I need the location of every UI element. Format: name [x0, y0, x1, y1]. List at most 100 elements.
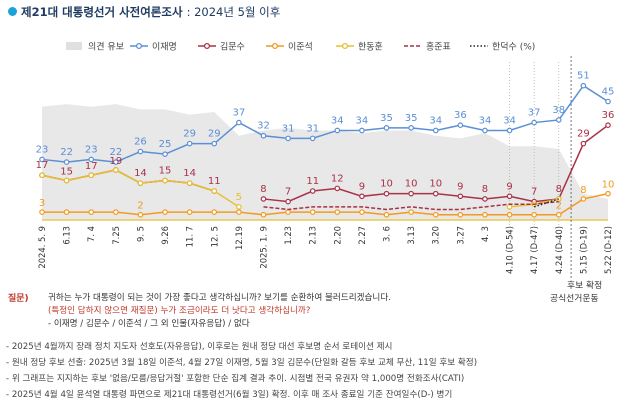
data-label-lee_jm: 31	[306, 123, 319, 134]
data-label-lee_jm: 34	[331, 115, 344, 126]
data-label-kim_ms: 10	[405, 179, 418, 190]
point-kim_ms	[482, 196, 488, 202]
x-tick-label: 3.27	[455, 226, 465, 245]
legend-label-hong_jp: 홍준표	[426, 41, 451, 53]
data-label-kim_ms: 19	[109, 156, 122, 167]
point-lee_jm	[137, 148, 144, 155]
point-lee_js	[211, 209, 218, 215]
point-kim_ms	[457, 193, 464, 200]
data-label-lee_js: 3	[39, 198, 45, 209]
point-han_dh	[63, 177, 70, 184]
data-label-lee_js: 2	[137, 201, 143, 212]
point-lee_jm	[334, 127, 341, 134]
point-lee_js	[113, 209, 119, 215]
point-lee_jm	[359, 127, 365, 134]
point-lee_jm	[285, 135, 291, 142]
data-label-kim_ms: 8	[482, 184, 488, 195]
point-kim_ms	[408, 190, 414, 197]
data-label-kim_ms: 17	[85, 161, 98, 172]
data-label-lee_jm: 26	[134, 137, 147, 148]
data-label-kim_ms: 14	[134, 168, 147, 179]
x-tick-label: 9. 5	[135, 226, 145, 242]
data-label-lee_jm: 35	[405, 113, 418, 124]
legend-label-han_ds: 한덕수 (%)	[492, 42, 535, 53]
point-lee_js	[137, 211, 144, 218]
point-lee_jm	[260, 132, 267, 139]
data-label-lee_jm: 29	[208, 129, 221, 140]
point-lee_js	[555, 211, 562, 218]
title-subtitle: : 2024년 5월 이후	[186, 5, 281, 19]
point-lee_js	[580, 196, 587, 202]
point-han_dh	[186, 180, 193, 186]
point-han_dh	[506, 204, 513, 210]
title-text: 제21대 대통령선거 사전여론조사	[21, 5, 183, 19]
x-tick-label: 9.26	[160, 226, 170, 245]
data-label-lee_jm: 51	[577, 71, 590, 82]
x-tick-label: 1.23	[283, 226, 293, 245]
data-label-kim_ms: 29	[577, 129, 590, 140]
point-han_dh	[39, 172, 45, 179]
point-lee_jm	[236, 119, 242, 126]
point-lee_js	[457, 211, 464, 218]
data-label-lee_jm: 34	[479, 115, 492, 126]
data-label-lee_jm: 37	[528, 108, 541, 119]
point-han_dh	[137, 180, 144, 186]
bullet-icon	[8, 7, 17, 16]
legend-label-lee_js: 이준석	[288, 42, 313, 53]
point-lee_jm	[186, 140, 193, 147]
point-kim_ms	[359, 193, 365, 200]
data-label-kim_ms: 7	[531, 187, 537, 198]
x-tick-label: 7.25	[111, 226, 121, 245]
question-options: - 이재명 / 김문수 / 이준석 / 그 외 인물(자유응답) / 없다	[48, 319, 250, 329]
data-label-kim_ms: 9	[359, 181, 365, 192]
point-lee_js	[236, 209, 242, 215]
data-label-kim_ms: 11	[306, 176, 319, 187]
point-lee_js	[605, 190, 611, 197]
point-lee_js	[359, 209, 365, 215]
data-label-kim_ms: 17	[36, 160, 49, 171]
x-tick-label: 11. 7	[185, 226, 195, 247]
data-label-lee_jm: 34	[429, 115, 442, 126]
data-label-lee_js: 10	[602, 180, 615, 191]
point-lee_js	[162, 209, 168, 215]
point-lee_js	[482, 211, 488, 218]
undecided-area	[42, 104, 608, 220]
point-kim_ms	[260, 196, 267, 202]
data-label-lee_jm: 29	[183, 129, 196, 140]
point-lee_js	[63, 209, 70, 215]
point-kim_ms	[285, 198, 291, 205]
candidate-confirmed-note: 후보 확정	[567, 281, 603, 291]
legend-label-undecided: 의견 유보	[88, 41, 124, 53]
data-label-kim_ms: 10	[380, 179, 393, 190]
point-lee_js	[432, 211, 439, 218]
point-lee_js	[383, 211, 390, 218]
legend-marker-han_dh	[341, 42, 349, 50]
point-lee_js	[39, 209, 45, 215]
data-label-lee_jm: 35	[380, 113, 393, 124]
series-line-hong_jp	[263, 200, 559, 211]
point-lee_js	[309, 209, 316, 215]
data-label-lee_jm: 23	[85, 144, 98, 155]
x-tick-label: 4.24 (D-40)	[554, 226, 564, 274]
legend-marker-kim_ms	[203, 42, 211, 50]
point-han_dh	[236, 204, 242, 210]
x-tick-label: 4.10 (D-54)	[505, 226, 515, 274]
data-label-kim_ms: 8	[556, 184, 562, 195]
data-label-lee_jm: 36	[454, 110, 467, 121]
point-lee_jm	[88, 156, 95, 163]
series-line-lee_jm	[41, 84, 609, 163]
series-line-lee_js	[42, 192, 609, 216]
legend-label-han_dh: 한동훈	[358, 41, 383, 53]
data-label-kim_ms: 7	[285, 187, 291, 198]
point-lee_jm	[482, 127, 488, 134]
point-lee_jm	[63, 159, 70, 165]
legend-label-lee_jm: 이재명	[152, 42, 177, 53]
data-label-lee_jm: 38	[552, 105, 565, 116]
data-label-kim_ms: 15	[60, 167, 73, 178]
point-lee_jm	[408, 125, 414, 131]
x-tick-label: 3. 6	[382, 226, 392, 242]
data-label-kim_ms: 11	[208, 176, 221, 187]
legend-marker-lee_js	[271, 42, 279, 50]
point-lee_jm	[162, 151, 168, 157]
